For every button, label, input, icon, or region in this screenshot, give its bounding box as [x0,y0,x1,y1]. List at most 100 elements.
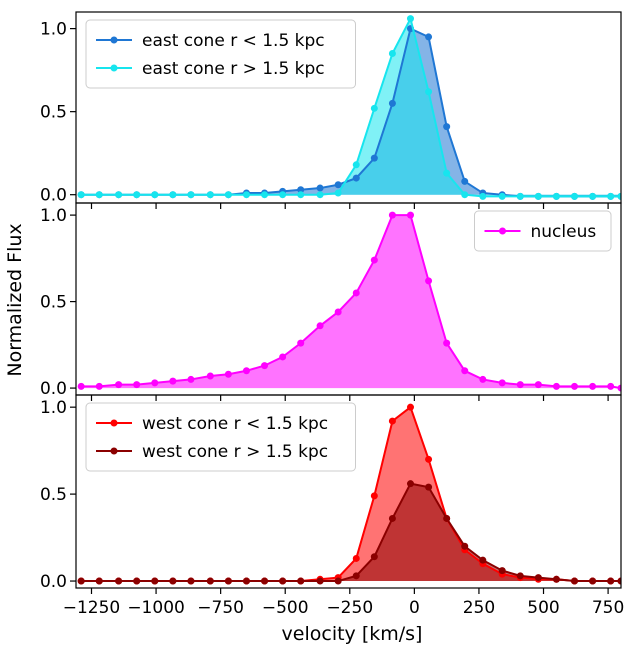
data-point [552,575,560,583]
data-point [133,381,141,389]
data-point [297,191,305,199]
data-point [133,577,141,585]
x-tick-label: −250 [326,598,373,618]
data-point [206,191,214,199]
data-point [388,417,396,425]
legend-box [85,19,356,89]
legend-swatch-marker [110,447,118,455]
panel-frame-west [75,394,622,589]
data-point [242,191,250,199]
data-point [261,577,269,585]
data-point [151,191,159,199]
panel-nucleus: 0.0 0.5 1.0 nucleus [40,202,622,401]
data-point [589,192,597,200]
data-point [589,577,597,585]
data-point [552,192,560,200]
data-point [617,577,621,585]
data-point [316,184,324,192]
data-point [388,514,396,522]
data-point [242,577,250,585]
data-point [95,577,103,585]
data-point [187,577,195,585]
x-tick-label: 0 [409,598,420,618]
data-point [425,455,433,463]
data-point [224,191,232,199]
data-point [617,384,621,392]
data-point [261,362,269,370]
data-point [589,382,597,390]
data-point [133,191,141,199]
data-point [534,381,542,389]
data-point [443,514,451,522]
plot-area-west [77,403,621,585]
x-tick-label: 250 [463,598,495,618]
data-point [498,192,506,200]
data-point [388,50,396,58]
x-tick-label: −1000 [127,598,185,618]
legend-nucleus: nucleus [474,210,612,252]
y-tick-label: 0.5 [40,103,67,123]
data-point [316,322,324,330]
y-tick-label: 0.0 [40,186,67,206]
data-point [334,189,342,197]
data-point [425,33,433,41]
legend-swatch-marker [110,419,118,427]
data-point [552,382,560,390]
data-point [607,577,615,585]
data-point [370,104,378,112]
data-point [316,191,324,199]
data-point [334,577,342,585]
y-tick-label: 1.0 [40,206,67,226]
x-tick-label: −750 [197,598,244,618]
data-point [461,191,469,199]
legend-entry: nucleus [531,222,597,242]
data-point [479,192,487,200]
data-point [388,99,396,107]
data-point [352,174,360,182]
data-point [77,577,85,585]
data-point [187,375,195,383]
x-tick-label: 500 [527,598,559,618]
data-point [187,191,195,199]
data-point [406,211,414,219]
data-point [95,382,103,390]
legend-swatch-marker [110,36,118,44]
data-point [206,577,214,585]
y-axis-label: Normalized Flux [4,223,26,376]
x-axis: −1250 −1000 −750 −500 −250 0 250 500 750 [63,598,625,618]
data-point [352,572,360,580]
data-point [498,379,506,387]
data-point [297,186,305,194]
data-point [115,381,123,389]
x-tick-label: 750 [592,598,624,618]
plot-area-east [77,15,621,200]
data-point [261,191,269,199]
data-point [297,339,305,347]
data-point [406,403,414,411]
data-point [279,577,287,585]
data-point [115,191,123,199]
data-point [151,577,159,585]
data-point [370,154,378,162]
data-point [516,192,524,200]
data-point [370,492,378,500]
x-tick-label: −1250 [63,598,121,618]
data-point [425,88,433,96]
data-point [534,192,542,200]
data-point [115,577,123,585]
legend-box [85,402,356,472]
data-point [516,572,524,580]
data-point [461,367,469,375]
data-point [388,211,396,219]
data-point [370,553,378,561]
plot-area-nucleus [77,211,621,392]
data-point [406,15,414,23]
data-point [352,161,360,169]
data-point [443,339,451,347]
legend-entry: east cone r < 1.5 kpc [142,31,325,51]
data-point [77,382,85,390]
data-point [151,379,159,387]
series-fill-nucleus-0 [81,215,621,389]
